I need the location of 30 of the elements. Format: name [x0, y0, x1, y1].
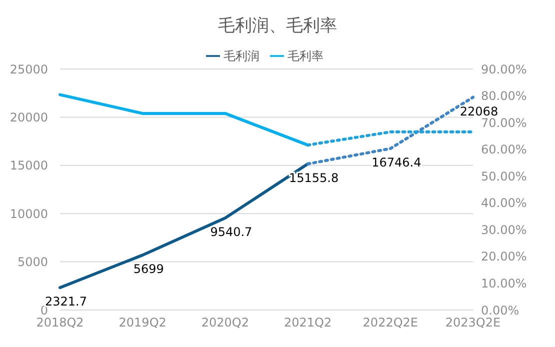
y2-tick-label: 50.00%: [481, 169, 527, 184]
y-tick-label: 10000: [10, 206, 48, 221]
data-label: 9540.7: [210, 225, 252, 240]
y2-tick-label: 70.00%: [481, 116, 527, 130]
x-tick-label: 2019Q2: [118, 316, 166, 330]
x-tick-label: 2018Q2: [36, 316, 84, 330]
y2-tick-label: 30.00%: [481, 222, 527, 237]
data-label: 2321.7: [45, 294, 87, 309]
y2-tick-label: 20.00%: [481, 250, 527, 264]
legend-label: 毛利润: [224, 49, 260, 63]
y2-tick-label: 0.00%: [481, 303, 520, 318]
chart-title: 毛利润、毛利率: [217, 15, 338, 38]
data-label: 16746.4: [372, 156, 422, 170]
y-tick-label: 5000: [17, 255, 48, 270]
y2-tick-label: 80.00%: [481, 89, 527, 104]
data-label: 22068: [460, 104, 498, 118]
y2-tick-label: 90.00%: [481, 62, 527, 76]
legend-label: 毛利率: [288, 49, 324, 63]
y2-tick-label: 60.00%: [481, 142, 527, 157]
y-tick-label: 15000: [10, 158, 48, 173]
y-tick-label: 20000: [10, 110, 48, 124]
y-tick-label: 25000: [10, 62, 48, 76]
data-label: 15155.8: [288, 170, 339, 185]
x-tick-label: 2021Q2: [284, 316, 332, 330]
y2-tick-label: 40.00%: [481, 196, 527, 210]
data-label: 5699: [133, 262, 164, 276]
x-tick-label: 2023Q2E: [445, 316, 501, 330]
x-tick-label: 2020Q2: [201, 316, 250, 330]
x-tick-label: 2022Q2E: [362, 316, 418, 330]
y2-tick-label: 10.00%: [481, 276, 527, 290]
